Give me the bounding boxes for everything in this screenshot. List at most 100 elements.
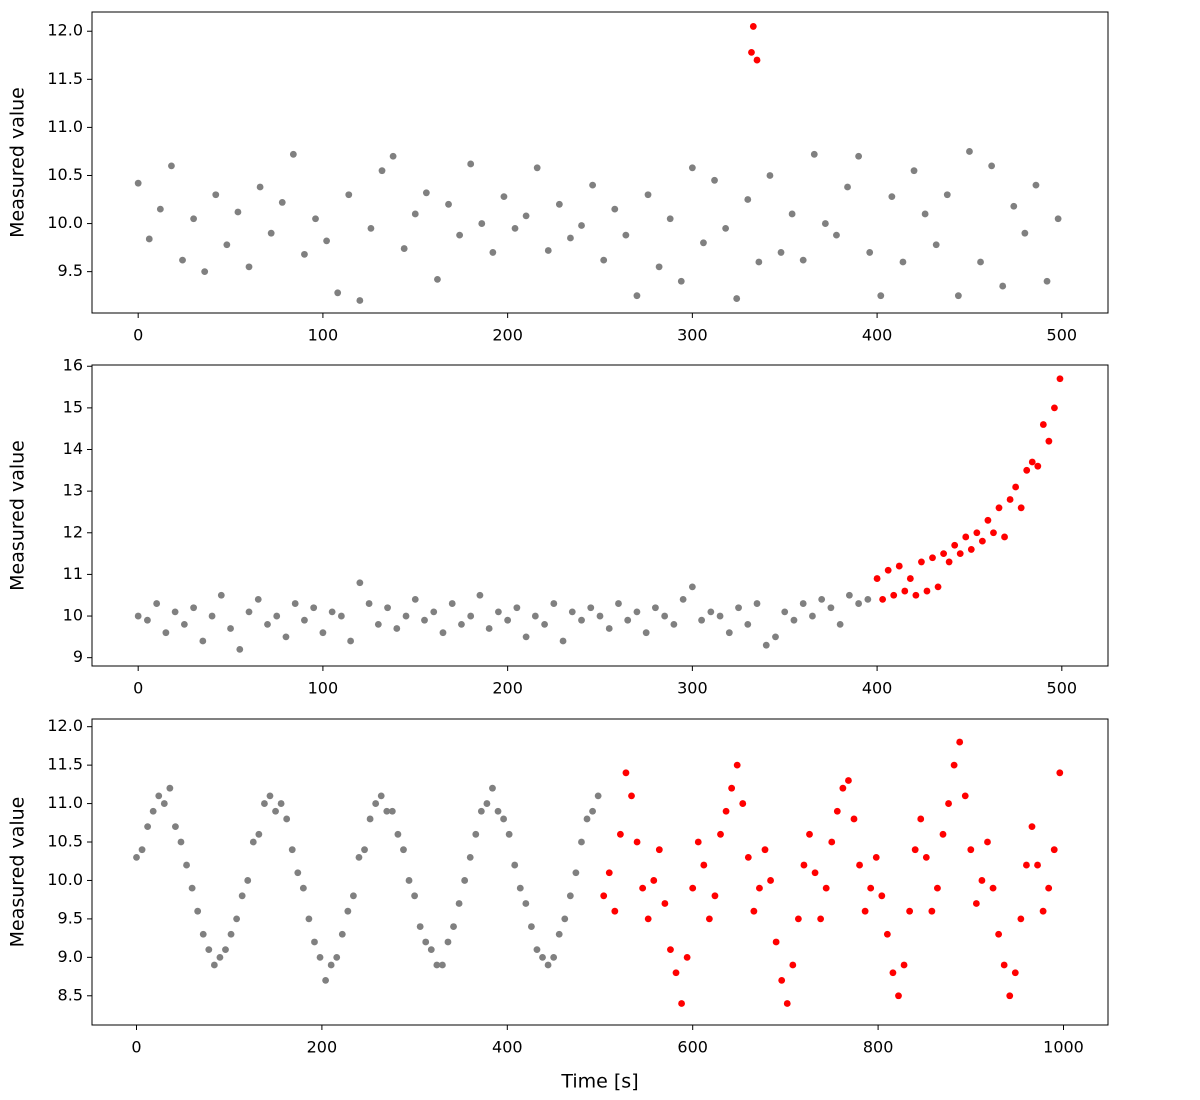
point bbox=[810, 150, 818, 158]
point bbox=[372, 800, 380, 807]
point bbox=[1028, 823, 1036, 831]
point bbox=[655, 263, 663, 271]
point bbox=[456, 231, 464, 239]
point bbox=[839, 784, 847, 792]
point bbox=[144, 616, 151, 624]
point bbox=[594, 792, 602, 800]
point bbox=[234, 208, 242, 216]
point bbox=[811, 869, 819, 877]
point bbox=[990, 529, 997, 537]
point bbox=[772, 938, 780, 946]
point bbox=[476, 591, 484, 599]
point bbox=[366, 815, 374, 823]
point bbox=[1011, 969, 1019, 977]
point bbox=[928, 907, 936, 915]
point bbox=[624, 616, 632, 624]
x-tick-label: 200 bbox=[492, 326, 523, 345]
point bbox=[911, 846, 919, 854]
point bbox=[954, 292, 962, 300]
point bbox=[485, 625, 493, 632]
point bbox=[439, 629, 447, 637]
y-axis-label: Measured value bbox=[7, 87, 29, 238]
point bbox=[589, 181, 597, 189]
point bbox=[177, 838, 185, 846]
x-tick-label: 300 bbox=[677, 326, 708, 345]
point bbox=[533, 164, 541, 172]
point bbox=[978, 537, 986, 545]
point bbox=[611, 907, 619, 915]
point bbox=[1054, 215, 1062, 223]
x-tick-label: 500 bbox=[1047, 326, 1078, 345]
x-tick-label: 600 bbox=[677, 1038, 708, 1057]
point bbox=[402, 612, 410, 620]
y-tick-label: 10.5 bbox=[47, 165, 83, 184]
point bbox=[711, 176, 718, 184]
point bbox=[337, 612, 345, 620]
point bbox=[411, 210, 419, 218]
point bbox=[1034, 861, 1041, 869]
point bbox=[377, 792, 385, 800]
point bbox=[999, 282, 1007, 290]
point bbox=[166, 784, 174, 792]
point bbox=[756, 884, 763, 892]
point bbox=[678, 1000, 685, 1007]
point bbox=[190, 604, 198, 612]
point bbox=[984, 838, 991, 846]
point bbox=[272, 807, 279, 815]
point bbox=[705, 915, 713, 923]
point bbox=[883, 930, 891, 938]
point bbox=[1051, 404, 1058, 412]
point bbox=[319, 629, 327, 637]
point bbox=[844, 183, 851, 191]
point bbox=[817, 915, 825, 923]
point bbox=[566, 892, 574, 900]
point bbox=[450, 923, 457, 930]
point bbox=[961, 792, 969, 800]
point bbox=[171, 608, 179, 616]
point bbox=[261, 800, 268, 807]
point bbox=[967, 846, 975, 854]
point bbox=[850, 815, 858, 823]
point bbox=[895, 992, 902, 1000]
point bbox=[439, 961, 446, 969]
point bbox=[650, 877, 658, 884]
point bbox=[1028, 458, 1036, 466]
point bbox=[867, 884, 875, 892]
point bbox=[753, 600, 761, 607]
point bbox=[672, 969, 680, 977]
point bbox=[559, 637, 567, 645]
point bbox=[783, 1000, 791, 1007]
point bbox=[872, 853, 880, 861]
point bbox=[572, 869, 580, 877]
point bbox=[1045, 437, 1053, 445]
point bbox=[245, 608, 253, 616]
point bbox=[622, 231, 630, 239]
point bbox=[655, 846, 663, 854]
point bbox=[772, 633, 779, 641]
point bbox=[642, 629, 650, 637]
point bbox=[411, 595, 419, 603]
point bbox=[561, 915, 569, 923]
point bbox=[977, 258, 984, 266]
y-tick-label: 10 bbox=[63, 606, 83, 625]
point bbox=[578, 838, 585, 846]
point bbox=[544, 961, 552, 969]
point bbox=[190, 215, 198, 223]
point bbox=[988, 162, 996, 170]
point bbox=[522, 212, 530, 220]
point bbox=[264, 620, 271, 628]
x-tick-label: 0 bbox=[131, 1038, 141, 1057]
point bbox=[951, 541, 959, 549]
point bbox=[183, 861, 190, 869]
point bbox=[733, 295, 741, 302]
point bbox=[683, 953, 691, 961]
point bbox=[679, 595, 687, 603]
point bbox=[1023, 861, 1030, 869]
point bbox=[605, 625, 613, 632]
point bbox=[153, 600, 161, 607]
point bbox=[644, 191, 652, 199]
point bbox=[495, 608, 502, 616]
point bbox=[945, 558, 953, 566]
point bbox=[522, 900, 530, 907]
